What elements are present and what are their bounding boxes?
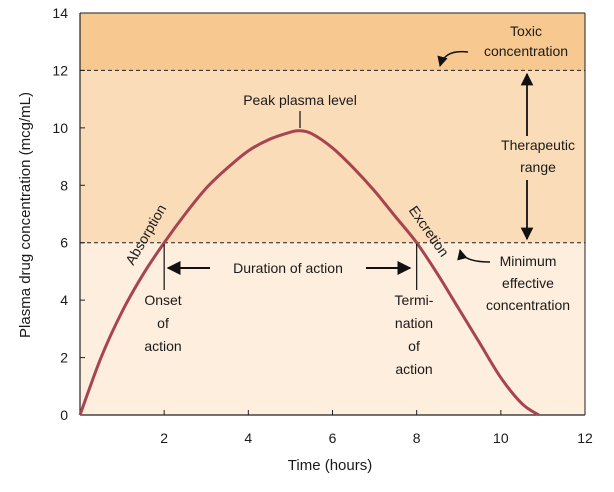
y-tick-0: 0 <box>60 407 68 423</box>
minimum-label-line-2: effective <box>502 275 554 291</box>
minimum-pointer-arrow <box>457 248 491 263</box>
toxic-label-line-2: concentration <box>484 43 568 59</box>
x-tick-4: 4 <box>244 430 252 446</box>
onset-label-line-3: action <box>144 338 181 354</box>
termination-label-line-4: action <box>395 361 432 377</box>
drug-concentration-curve <box>78 129 540 417</box>
y-tick-2: 2 <box>60 350 68 366</box>
y-tick-labels: 0 2 4 6 8 10 12 14 <box>52 5 68 423</box>
onset-label-line-2: of <box>157 315 169 331</box>
toxic-pointer-arrow <box>437 50 469 68</box>
x-tick-6: 6 <box>329 430 337 446</box>
y-axis-label: Plasma drug concentration (mcg/mL) <box>17 92 34 338</box>
onset-label-line-1: Onset <box>144 292 181 308</box>
y-tick-12: 12 <box>52 62 68 78</box>
y-tick-6: 6 <box>60 235 68 251</box>
termination-label-line-1: Termi- <box>395 292 434 308</box>
toxic-label-line-1: Toxic <box>510 23 542 39</box>
minimum-label-line-1: Minimum <box>500 253 557 269</box>
band-1 <box>80 70 585 243</box>
duration-label: Duration of action <box>233 260 343 276</box>
therapeutic-label-line-2: range <box>520 159 556 175</box>
x-tick-labels: 2 4 6 8 10 12 <box>160 430 593 446</box>
y-tick-8: 8 <box>60 177 68 193</box>
x-axis-label: Time (hours) <box>288 457 372 474</box>
x-tick-12: 12 <box>577 430 593 446</box>
concentration-line <box>78 129 540 417</box>
minimum-label-line-3: concentration <box>486 297 570 313</box>
axes <box>79 12 586 416</box>
y-tick-14: 14 <box>52 5 68 21</box>
therapeutic-label-line-1: Therapeutic <box>501 137 575 153</box>
y-tick-4: 4 <box>60 292 68 308</box>
termination-label-line-3: of <box>408 338 420 354</box>
termination-label-line-2: nation <box>395 315 433 331</box>
x-tick-2: 2 <box>160 430 168 446</box>
y-tick-10: 10 <box>52 120 68 136</box>
peak-label: Peak plasma level <box>243 92 357 108</box>
band-0 <box>80 13 585 71</box>
x-tick-10: 10 <box>493 430 509 446</box>
x-tick-8: 8 <box>413 430 421 446</box>
